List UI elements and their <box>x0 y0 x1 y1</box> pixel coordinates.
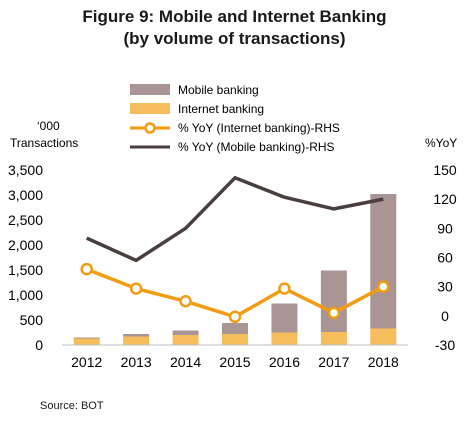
x-tick-label: 2013 <box>121 354 152 370</box>
bar-mobile-banking <box>222 323 248 334</box>
marker-internet-yoy <box>377 280 390 293</box>
bar-mobile-banking <box>73 337 100 339</box>
source-note: Source: BOT <box>40 400 104 412</box>
bar-internet-banking <box>320 332 347 345</box>
bar-internet-banking <box>222 334 248 345</box>
left-axis-unit-line1: ‘000 <box>37 119 60 133</box>
marker-internet-yoy <box>129 282 143 295</box>
legend-swatch-mobile-banking <box>130 84 170 95</box>
bar-mobile-banking <box>271 303 298 333</box>
x-tick-label: 2012 <box>71 354 102 370</box>
chart-title: Figure 9: Mobile and Internet Banking <box>82 7 387 26</box>
legend-label-mobile-banking: Mobile banking <box>178 83 259 97</box>
marker-internet-yoy <box>179 295 192 308</box>
bar-internet-banking <box>73 338 100 345</box>
left-tick-label: 2,500 <box>8 212 43 228</box>
right-tick-label: 30 <box>437 279 453 295</box>
bar-internet-banking <box>370 328 397 345</box>
right-tick-label: 120 <box>433 191 457 207</box>
marker-internet-yoy <box>80 262 93 276</box>
right-axis-unit: %YoY <box>425 136 457 150</box>
x-tick-label: 2016 <box>269 354 300 370</box>
left-tick-label: 3,000 <box>8 187 43 203</box>
x-tick-label: 2017 <box>318 354 349 370</box>
x-tick-label: 2018 <box>368 354 399 370</box>
bar-mobile-banking <box>172 330 199 335</box>
legend-label-mobile-yoy: % YoY (Mobile banking)-RHS <box>178 140 335 154</box>
left-tick-label: 1,000 <box>8 287 43 303</box>
left-axis-unit-line2: Transactions <box>10 136 78 150</box>
right-tick-label: 90 <box>437 220 453 236</box>
left-tick-label: 1,500 <box>8 262 43 278</box>
right-tick-label: 60 <box>437 250 453 266</box>
right-tick-label: -30 <box>435 337 455 353</box>
legend: Mobile banking Internet banking % YoY (I… <box>130 83 340 154</box>
legend-marker-internet-yoy <box>144 122 156 134</box>
right-tick-label: 0 <box>441 308 449 324</box>
left-tick-label: 3,500 <box>8 162 43 178</box>
left-tick-label: 500 <box>20 312 44 328</box>
bar-internet-banking <box>172 335 199 345</box>
line-mobile-yoy <box>85 176 384 263</box>
marker-internet-yoy <box>278 282 291 295</box>
bar-internet-banking <box>271 332 298 345</box>
chart-title-block: Figure 9: Mobile and Internet Banking (b… <box>0 6 469 50</box>
bar-internet-banking <box>123 336 150 345</box>
plot-area: 0 500 1,000 1,500 2,000 2,500 3,000 3,500 -30 0 30… <box>8 162 457 370</box>
legend-swatch-internet-banking <box>130 103 170 114</box>
legend-label-internet-banking: Internet banking <box>178 102 264 116</box>
bar-mobile-banking <box>123 334 150 337</box>
x-tick-label: 2014 <box>170 354 201 370</box>
chart-subtitle: (by volume of transactions) <box>123 29 346 48</box>
bar-mobile-banking <box>320 270 347 332</box>
right-tick-label: 150 <box>433 162 457 178</box>
x-tick-label: 2015 <box>219 354 250 370</box>
bar-mobile-banking <box>370 194 397 329</box>
marker-internet-yoy <box>228 310 242 324</box>
marker-internet-yoy <box>327 306 341 320</box>
left-tick-label: 2,000 <box>8 237 43 253</box>
left-tick-label: 0 <box>35 337 43 353</box>
legend-label-internet-yoy: % YoY (Internet banking)-RHS <box>178 121 340 135</box>
